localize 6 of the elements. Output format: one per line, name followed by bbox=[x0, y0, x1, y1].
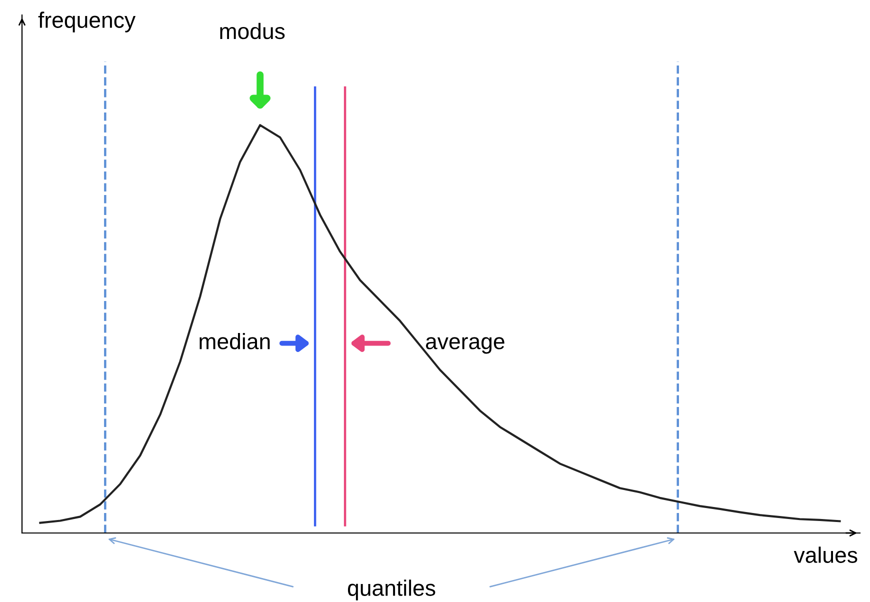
y-axis-title: frequency bbox=[38, 12, 136, 32]
x-axis-title: values bbox=[794, 546, 858, 563]
text: modus bbox=[220, 22, 285, 40]
annotation: average bbox=[426, 337, 504, 354]
annotation: median bbox=[200, 332, 270, 350]
text: quantiles bbox=[348, 580, 436, 600]
